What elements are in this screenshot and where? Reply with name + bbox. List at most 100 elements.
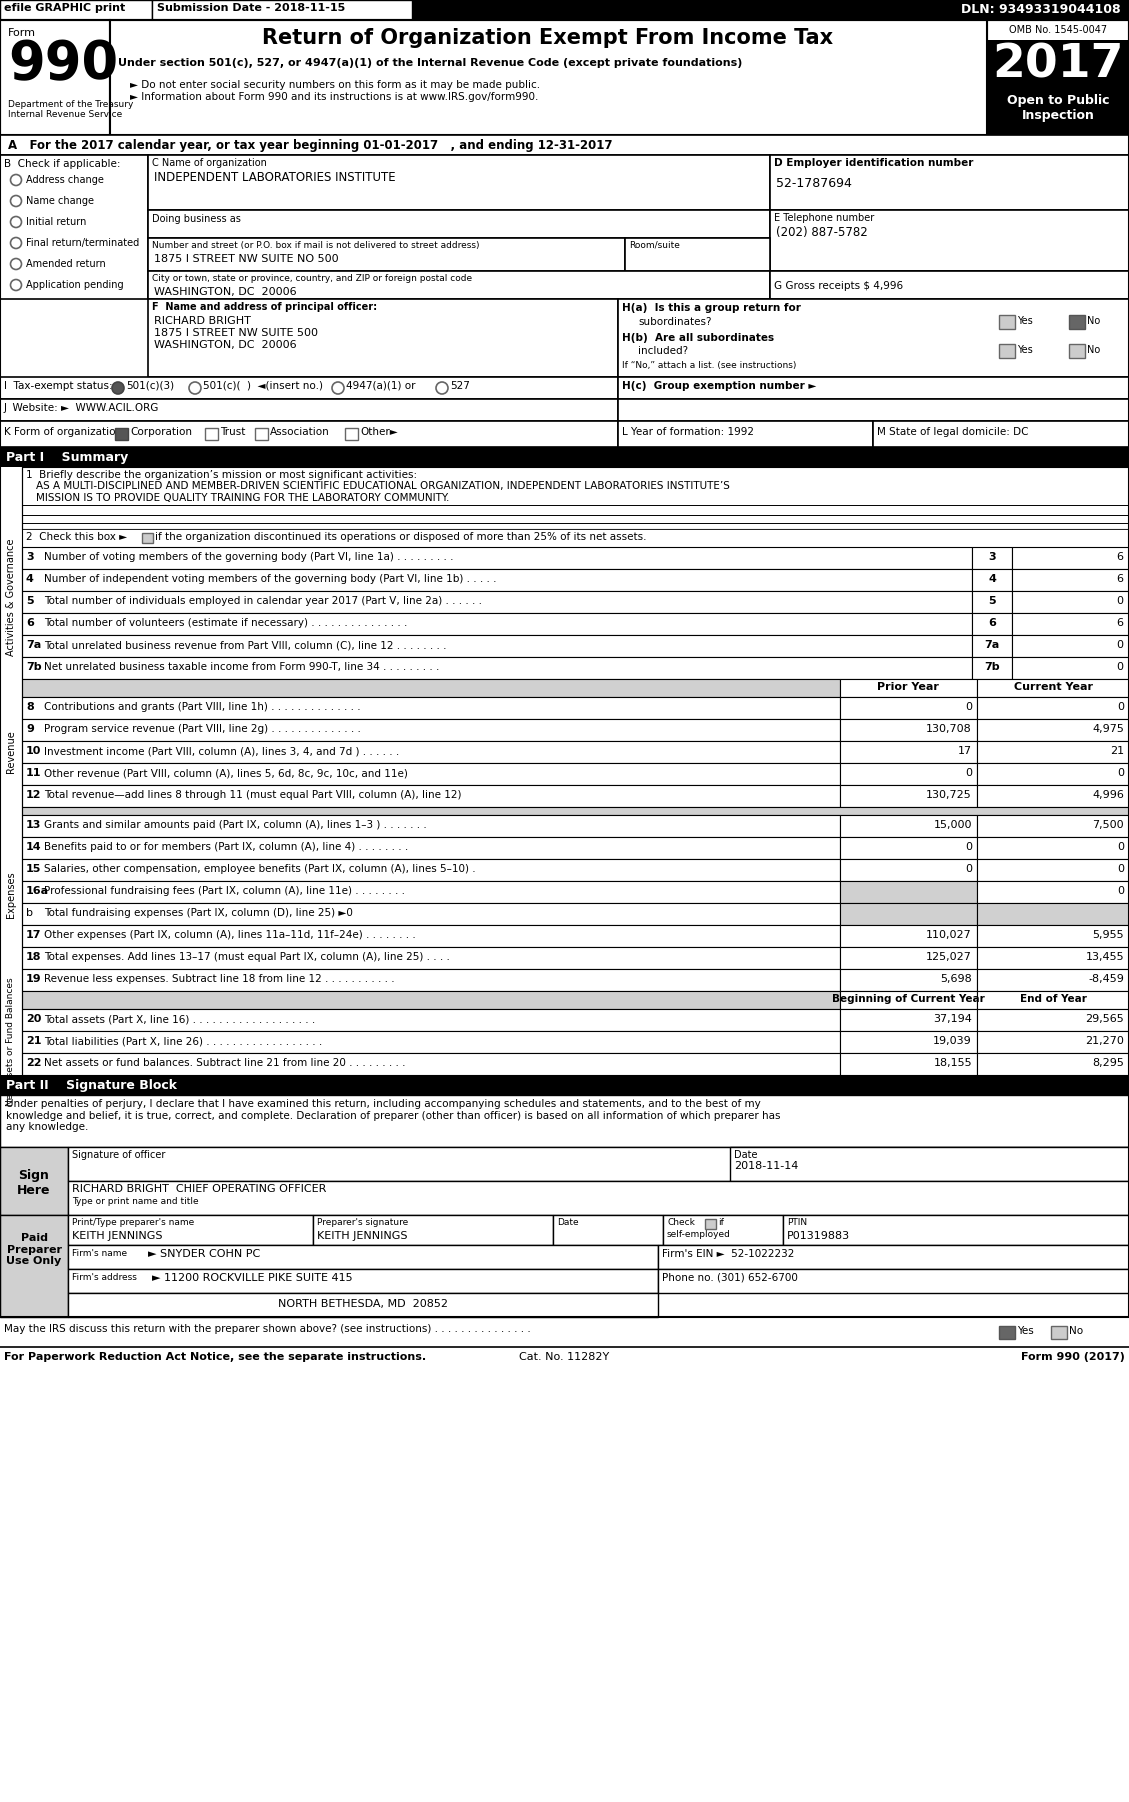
Text: 18,155: 18,155 (934, 1058, 972, 1069)
Bar (21, 613, 972, 634)
Text: Number of voting members of the governing body (Part VI, line 1a) . . . . . . . : Number of voting members of the governin… (44, 551, 454, 562)
Text: Investment income (Part VIII, column (A), lines 3, 4, and 7d ) . . . . . .: Investment income (Part VIII, column (A)… (44, 746, 400, 757)
Text: Check: Check (667, 1218, 694, 1227)
Text: C Name of organization: C Name of organization (152, 159, 266, 168)
Text: DLN: 93493319044108: DLN: 93493319044108 (962, 4, 1121, 16)
Bar (21, 741, 840, 762)
Bar (205, 429, 218, 440)
Text: Other►: Other► (360, 427, 397, 438)
Text: 110,027: 110,027 (926, 930, 972, 941)
Bar (770, 155, 1129, 211)
Text: 2  Check this box ►: 2 Check this box ► (26, 532, 128, 542)
Text: Expenses: Expenses (6, 872, 16, 919)
Text: 15,000: 15,000 (934, 820, 972, 831)
Bar (148, 270, 770, 299)
Text: WASHINGTON, DC  20006: WASHINGTON, DC 20006 (154, 287, 297, 297)
Bar (840, 1052, 977, 1076)
Text: 17: 17 (26, 930, 42, 941)
Text: 17: 17 (957, 746, 972, 757)
Bar (21, 658, 972, 679)
Text: 2017: 2017 (992, 41, 1123, 86)
Text: Firm's name: Firm's name (72, 1249, 128, 1258)
Text: J  Website: ►  WWW.ACIL.ORG: J Website: ► WWW.ACIL.ORG (5, 404, 159, 413)
Text: Net unrelated business taxable income from Form 990-T, line 34 . . . . . . . . .: Net unrelated business taxable income fr… (44, 661, 439, 672)
Text: 6: 6 (26, 618, 34, 629)
Text: May the IRS discuss this return with the preparer shown above? (see instructions: May the IRS discuss this return with the… (5, 1324, 531, 1333)
Bar (977, 1031, 1129, 1052)
Bar (977, 991, 1129, 1009)
Bar (840, 786, 977, 807)
Text: Other revenue (Part VIII, column (A), lines 5, 6d, 8c, 9c, 10c, and 11e): Other revenue (Part VIII, column (A), li… (44, 768, 408, 778)
Text: 6: 6 (1115, 618, 1123, 629)
Bar (21, 860, 840, 881)
Bar (977, 719, 1129, 741)
Text: Total expenses. Add lines 13–17 (must equal Part IX, column (A), line 25) . . . : Total expenses. Add lines 13–17 (must eq… (44, 951, 449, 962)
Text: Submission Date - 2018-11-15: Submission Date - 2018-11-15 (157, 4, 345, 13)
Text: G Gross receipts $ 4,996: G Gross receipts $ 4,996 (774, 281, 903, 290)
Bar (999, 1326, 1015, 1339)
Text: Net assets or fund balances. Subtract line 21 from line 20 . . . . . . . . .: Net assets or fund balances. Subtract li… (44, 1058, 405, 1069)
Text: Print/Type preparer's name: Print/Type preparer's name (72, 1218, 194, 1227)
Bar (0, 0, 152, 20)
Bar (0, 377, 618, 398)
Bar (21, 697, 840, 719)
Bar (68, 1245, 658, 1269)
Text: Signature of officer: Signature of officer (72, 1150, 165, 1160)
Text: 12: 12 (26, 789, 42, 800)
Bar (658, 1269, 1129, 1294)
Text: Revenue less expenses. Subtract line 18 from line 12 . . . . . . . . . . .: Revenue less expenses. Subtract line 18 … (44, 975, 395, 984)
Text: Total number of individuals employed in calendar year 2017 (Part V, line 2a) . .: Total number of individuals employed in … (44, 596, 482, 605)
Bar (977, 815, 1129, 836)
Bar (0, 398, 618, 422)
Bar (0, 1321, 1129, 1342)
Bar (21, 679, 840, 697)
Text: 37,194: 37,194 (934, 1015, 972, 1024)
Text: 21: 21 (1110, 746, 1124, 757)
Bar (68, 1294, 658, 1317)
Text: H(a)  Is this a group return for: H(a) Is this a group return for (622, 303, 800, 314)
Bar (977, 969, 1129, 991)
Bar (0, 20, 110, 135)
Text: Beginning of Current Year: Beginning of Current Year (832, 995, 984, 1004)
Text: Yes: Yes (1017, 315, 1033, 326)
Text: Part I    Summary: Part I Summary (6, 450, 129, 463)
Text: 6: 6 (1115, 551, 1123, 562)
Bar (1012, 591, 1129, 613)
Bar (0, 20, 1129, 1317)
Text: included?: included? (638, 346, 688, 357)
Text: 4: 4 (988, 575, 996, 584)
Bar (21, 762, 840, 786)
Text: 10: 10 (26, 746, 42, 757)
Bar (1012, 569, 1129, 591)
Text: Preparer's signature: Preparer's signature (317, 1218, 409, 1227)
Text: Application pending: Application pending (26, 279, 123, 290)
Bar (21, 1009, 840, 1031)
Text: Type or print name and title: Type or print name and title (72, 1197, 199, 1206)
Text: F  Name and address of principal officer:: F Name and address of principal officer: (152, 303, 377, 312)
Text: 21: 21 (26, 1036, 42, 1045)
Text: A   For the 2017 calendar year, or tax year beginning 01-01-2017   , and ending : A For the 2017 calendar year, or tax yea… (8, 139, 613, 151)
Text: Under penalties of perjury, I declare that I have examined this return, includin: Under penalties of perjury, I declare th… (6, 1099, 780, 1132)
Bar (68, 1180, 1129, 1215)
Bar (977, 948, 1129, 969)
Text: Other expenses (Part IX, column (A), lines 11a–11d, 11f–24e) . . . . . . . .: Other expenses (Part IX, column (A), lin… (44, 930, 415, 941)
Text: K Form of organization:: K Form of organization: (5, 427, 125, 438)
Text: 3: 3 (988, 551, 996, 562)
Text: 5: 5 (988, 596, 996, 605)
Text: 0: 0 (965, 703, 972, 712)
Text: ► Information about Form 990 and its instructions is at www.IRS.gov/form990.: ► Information about Form 990 and its ins… (130, 92, 539, 103)
Bar (313, 1215, 553, 1245)
Text: ► SNYDER COHN PC: ► SNYDER COHN PC (148, 1249, 261, 1260)
Text: KEITH JENNINGS: KEITH JENNINGS (317, 1231, 408, 1242)
Text: Sign
Here: Sign Here (17, 1169, 51, 1197)
Text: 4: 4 (26, 575, 34, 584)
Text: No: No (1087, 344, 1101, 355)
Text: Total fundraising expenses (Part IX, column (D), line 25) ►0: Total fundraising expenses (Part IX, col… (44, 908, 353, 917)
Bar (21, 969, 840, 991)
Bar (987, 20, 1129, 135)
Text: Total unrelated business revenue from Part VIII, column (C), line 12 . . . . . .: Total unrelated business revenue from Pa… (44, 640, 446, 651)
Text: PTIN: PTIN (787, 1218, 807, 1227)
Text: 18: 18 (26, 951, 42, 962)
Text: efile GRAPHIC print: efile GRAPHIC print (5, 4, 125, 13)
Bar (21, 903, 840, 924)
